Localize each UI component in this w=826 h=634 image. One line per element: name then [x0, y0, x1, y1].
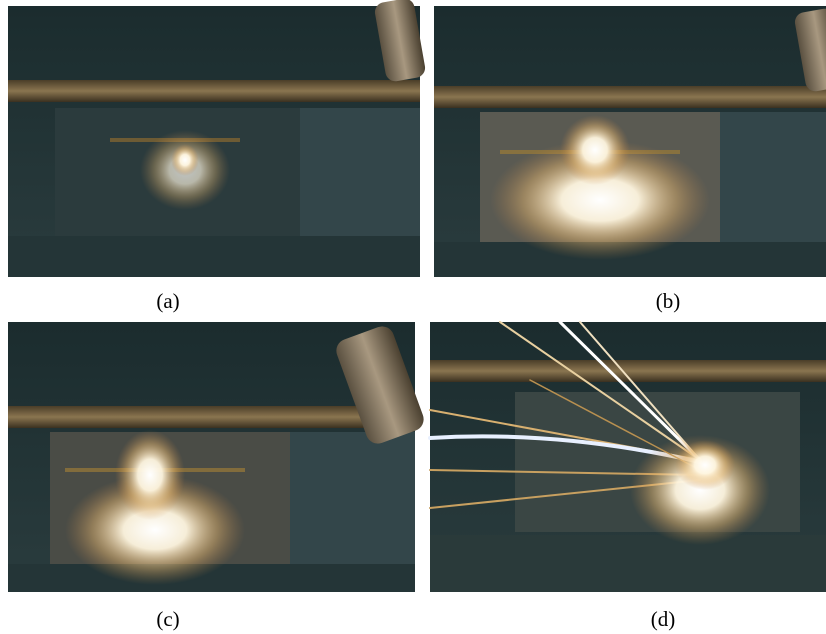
figure: (a) (b) (c) — [0, 0, 826, 634]
photo-c — [8, 322, 427, 592]
caption: (a) — [156, 289, 179, 313]
photo-a — [8, 0, 427, 277]
caption: (b) — [656, 289, 681, 313]
photo-d — [430, 322, 826, 592]
caption: (d) — [651, 607, 676, 631]
page: (a) (b) (c) — [0, 0, 826, 634]
caption: (c) — [156, 607, 179, 631]
photo-b — [434, 6, 826, 277]
